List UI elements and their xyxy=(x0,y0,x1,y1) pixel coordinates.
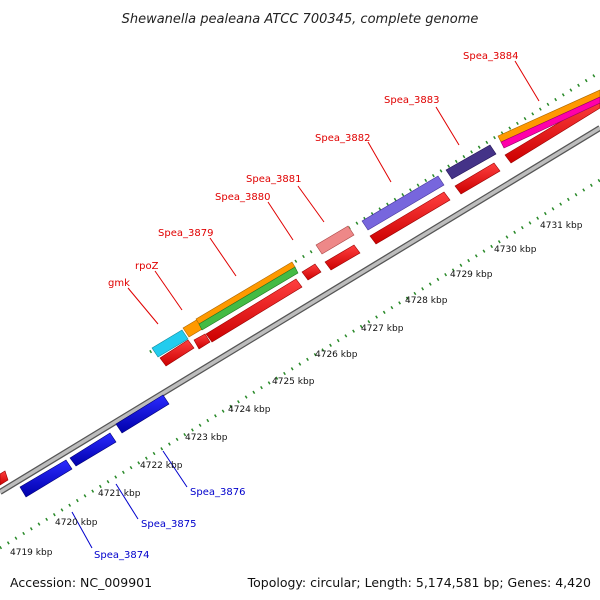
kbp-label: 4726 kbp xyxy=(315,350,358,360)
cds-arrow xyxy=(159,339,195,367)
cds-arrow xyxy=(301,263,322,281)
kbp-label: 4719 kbp xyxy=(10,548,53,558)
kbp-label: 4724 kbp xyxy=(228,405,271,415)
reverse-label-leaders xyxy=(71,450,188,549)
gene-label: Spea_3879 xyxy=(158,228,213,239)
kbp-label: 4728 kbp xyxy=(405,296,448,306)
gene-label: Spea_3881 xyxy=(246,174,301,185)
category-bar-dark-purple xyxy=(445,144,497,180)
gene-label: Spea_3884 xyxy=(463,51,518,62)
genome-backbone xyxy=(0,125,600,495)
outer-tick-track xyxy=(149,70,600,354)
gene-label: rpoZ xyxy=(135,261,159,272)
reverse-gene-labels: Spea_3874 Spea_3875 Spea_3876 xyxy=(94,487,245,561)
category-bar-purple xyxy=(361,175,445,231)
kbp-label: 4721 kbp xyxy=(98,489,141,499)
forward-gene-labels: gmk rpoZ Spea_3879 Spea_3880 Spea_3881 S… xyxy=(108,51,518,289)
category-bar-pink xyxy=(315,225,355,255)
gene-label: Spea_3875 xyxy=(141,519,196,530)
cds-arrow xyxy=(454,162,501,195)
kbp-label: 4725 kbp xyxy=(272,377,315,387)
category-bar-magenta xyxy=(500,96,600,149)
gene-label: Spea_3882 xyxy=(315,133,370,144)
forward-cds-track xyxy=(0,97,600,486)
map-title: Shewanella pealeana ATCC 700345, complet… xyxy=(122,12,479,27)
accession-text: Accession: NC_009901 xyxy=(10,575,152,590)
kbp-label: 4731 kbp xyxy=(540,221,583,231)
gene-label: Spea_3876 xyxy=(190,487,245,498)
cds-arrow xyxy=(0,470,9,486)
cds-arrow xyxy=(324,244,361,271)
kbp-ruler-labels: 4719 kbp 4720 kbp 4721 kbp 4722 kbp 4723… xyxy=(10,221,583,558)
gene-label: Spea_3883 xyxy=(384,95,439,106)
category-bar-orange xyxy=(497,89,600,143)
cds-arrow xyxy=(369,191,451,245)
gene-label: gmk xyxy=(108,278,130,289)
kbp-label: 4730 kbp xyxy=(494,245,537,255)
gene-label: Spea_3880 xyxy=(215,192,270,203)
cds-arrow xyxy=(205,278,303,343)
reverse-cds-track xyxy=(19,394,170,498)
kbp-label: 4723 kbp xyxy=(185,433,228,443)
gene-label: Spea_3874 xyxy=(94,550,149,561)
category-bars xyxy=(151,89,600,358)
cds-arrow-reverse xyxy=(69,432,117,467)
kbp-label: 4729 kbp xyxy=(450,270,493,280)
kbp-label: 4720 kbp xyxy=(55,518,98,528)
genome-summary-text: Topology: circular; Length: 5,174,581 bp… xyxy=(247,575,591,590)
inner-tick-track xyxy=(0,178,600,550)
kbp-label: 4722 kbp xyxy=(140,461,183,471)
cds-arrow xyxy=(193,333,211,350)
cds-arrow-reverse xyxy=(115,394,170,434)
category-bar-cyan xyxy=(151,329,189,358)
category-bar-green xyxy=(198,266,299,331)
kbp-label: 4727 kbp xyxy=(361,324,404,334)
forward-label-leaders xyxy=(127,60,540,325)
cds-arrow-reverse xyxy=(19,459,73,498)
